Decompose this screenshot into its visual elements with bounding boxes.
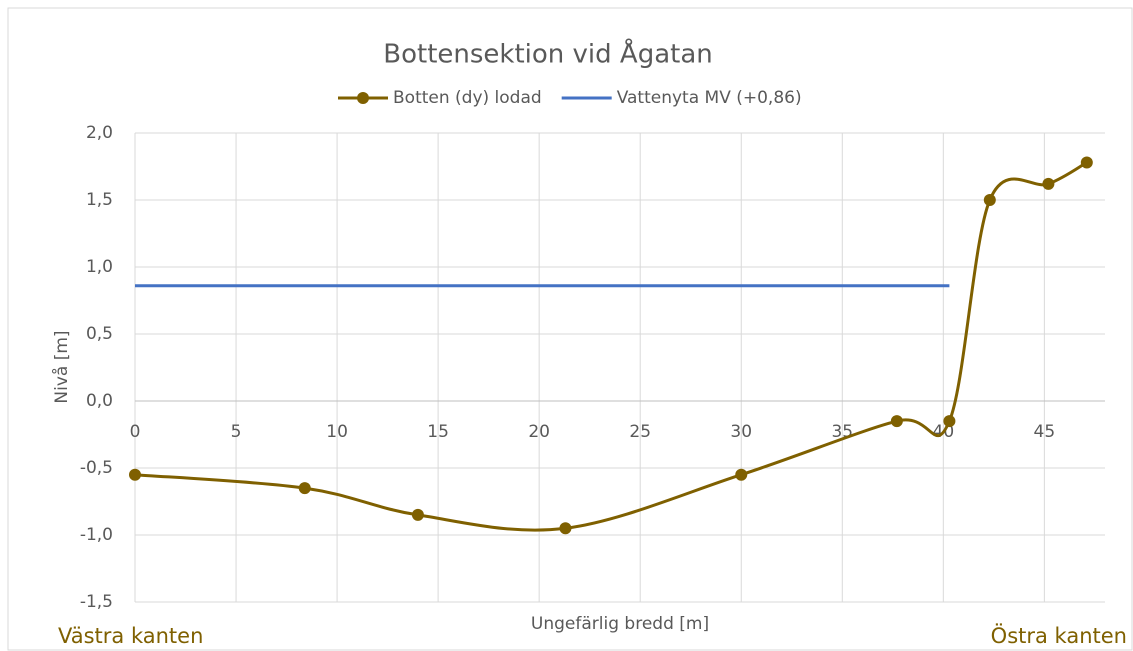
y-tick-label: 1,5 (86, 190, 113, 210)
legend-marker (357, 92, 369, 104)
data-point (943, 415, 956, 428)
x-tick-label: 0 (130, 422, 141, 442)
data-point (983, 194, 996, 206)
y-axis-label: Nivå [m] (51, 330, 72, 403)
data-point (298, 482, 311, 495)
data-point (890, 415, 903, 428)
data-point (411, 508, 424, 521)
annotation: Östra kanten (991, 623, 1127, 648)
x-tick-label: 10 (326, 422, 348, 442)
legend-label: Botten (dy) lodad (393, 88, 542, 108)
x-tick-label: 15 (427, 422, 449, 442)
data-point (559, 522, 572, 535)
x-tick-label: 45 (1034, 422, 1056, 442)
x-tick-label: 30 (730, 422, 752, 442)
y-tick-label: -1,0 (80, 525, 113, 545)
legend-label: Vattenyta MV (+0,86) (617, 88, 802, 108)
x-axis-label: Ungefärlig bredd [m] (531, 614, 709, 634)
x-tick-label: 25 (629, 422, 651, 442)
y-tick-label: 0,0 (86, 391, 113, 411)
data-point (1080, 156, 1093, 169)
y-tick-label: 1,0 (86, 257, 113, 277)
y-tick-label: 0,5 (86, 324, 113, 344)
x-tick-label: 20 (528, 422, 550, 442)
chart-frame (7, 7, 1133, 651)
chart-title: Bottensektion vid Ågatan (383, 38, 712, 70)
y-tick-label: -1,5 (80, 592, 113, 612)
data-point (1042, 177, 1055, 190)
x-tick-label: 5 (231, 422, 242, 442)
y-tick-label: 2,0 (86, 123, 113, 143)
data-point (129, 468, 141, 481)
annotation: Västra kanten (58, 624, 203, 648)
y-tick-label: -0,5 (80, 458, 113, 478)
data-point (735, 468, 748, 481)
